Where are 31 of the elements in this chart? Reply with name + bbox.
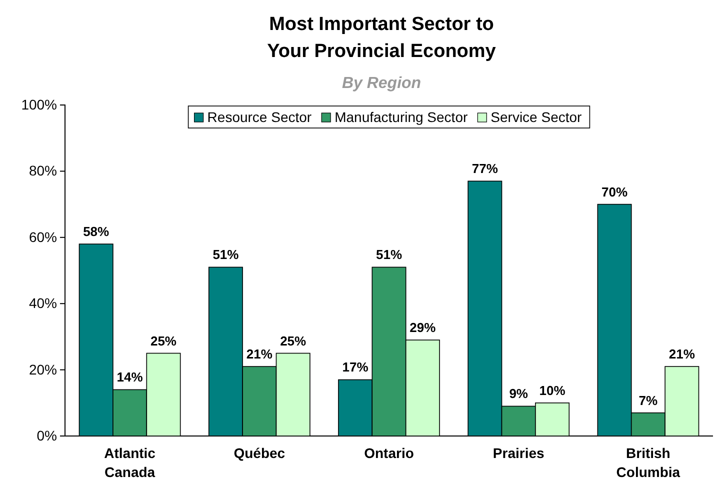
data-label: 51% — [212, 247, 240, 262]
y-tick-label: 100% — [21, 96, 57, 112]
data-label: 9% — [509, 386, 528, 402]
data-label: 25% — [150, 333, 177, 348]
y-tick-label: 40% — [28, 295, 57, 312]
legend-label: Manufacturing Sector — [334, 109, 468, 125]
data-label: 21% — [246, 346, 273, 362]
x-tick-label: Ontario — [364, 445, 414, 461]
y-tick-label: 0% — [36, 427, 57, 444]
data-label: 21% — [668, 346, 696, 362]
data-label: 25% — [280, 333, 307, 348]
data-label: 77% — [472, 161, 498, 176]
data-label: 7% — [638, 392, 658, 408]
data-label: 51% — [376, 247, 402, 262]
data-label: 58% — [83, 224, 110, 240]
data-label: 29% — [410, 320, 436, 336]
y-tick-label: 20% — [28, 361, 57, 378]
data-label: 14% — [116, 370, 144, 385]
x-tick-label: Atlantic Canada — [104, 445, 156, 480]
x-tick-label: Québec — [234, 445, 286, 461]
legend-label: Service Sector — [490, 109, 582, 125]
data-label: 17% — [342, 360, 369, 375]
x-tick-label: British Columbia — [616, 445, 680, 480]
legend-label: Resource Sector — [207, 109, 312, 125]
data-label: 70% — [601, 184, 628, 200]
data-label: 10% — [539, 382, 566, 398]
chart-title: Most Important Sector to Your Provincial Economy — [267, 14, 496, 62]
chart-subtitle: By Region — [342, 75, 422, 92]
y-tick-label: 60% — [28, 228, 57, 245]
x-tick-label: Prairies — [492, 445, 544, 461]
y-tick-label: 80% — [28, 162, 57, 179]
